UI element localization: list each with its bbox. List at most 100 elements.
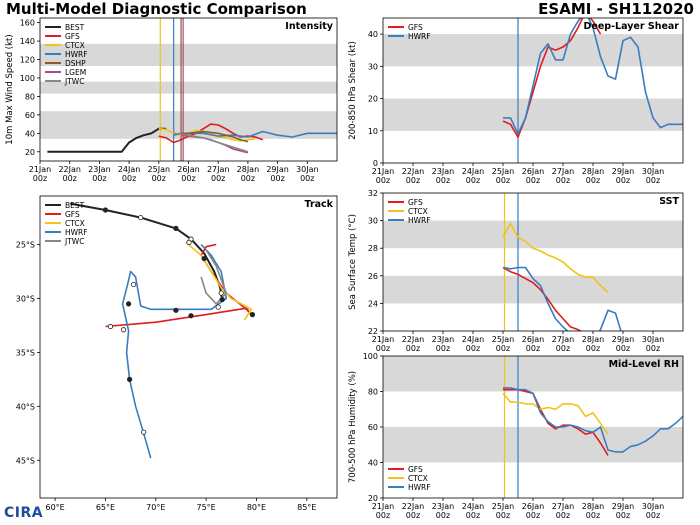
rh-ylabel: 700-500 hPa Humidity (%) <box>348 371 358 483</box>
track-position-marker-10 <box>120 327 127 333</box>
shear-ytick-label: 0 <box>373 159 378 168</box>
track-position-marker-0 <box>102 207 109 213</box>
track-position-marker-1 <box>138 214 144 221</box>
intensity-xtick-hour: 00z <box>300 174 314 183</box>
intensity-series-dshp <box>181 130 249 143</box>
intensity-xtick-date: 21Jan <box>29 165 52 174</box>
rh-xtick-date: 21Jan <box>372 502 395 511</box>
track-legend-label-hwrf: HWRF <box>65 228 88 237</box>
rh-ytick-label: 80 <box>368 388 378 397</box>
rh-xtick-hour: 00z <box>646 511 660 520</box>
intensity-plot-area <box>40 18 337 161</box>
sst-xtick-date: 29Jan <box>612 335 635 344</box>
shear-legend-label-gfs: GFS <box>408 23 423 32</box>
rh-series-hwrf <box>503 387 683 453</box>
shear-plot-area <box>383 18 683 163</box>
sst-frame <box>382 192 684 332</box>
sst-ytick-label: 32 <box>368 189 378 198</box>
sst-xtick-date: 22Jan <box>402 335 425 344</box>
intensity-title: Intensity <box>285 21 333 32</box>
rh-xtick-date: 28Jan <box>582 502 605 511</box>
shear-xtick-date: 30Jan <box>642 167 665 176</box>
track-series-hwrf <box>121 243 228 459</box>
track-ytick-label: 25°S <box>16 241 35 250</box>
rh-xtick-date: 25Jan <box>492 502 515 511</box>
shear-xtick-hour: 00z <box>406 176 420 185</box>
track-position-marker-4 <box>186 239 192 245</box>
sst-legend-label-gfs: GFS <box>408 198 423 207</box>
intensity-xtick-hour: 00z <box>92 174 106 183</box>
shear-ytick-label: 40 <box>368 30 378 39</box>
rh-xtick-date: 24Jan <box>462 502 485 511</box>
sst-plot-area <box>383 193 683 331</box>
sst-ytick-label: 26 <box>368 272 378 281</box>
shear-xtick-hour: 00z <box>526 176 540 185</box>
track-position-marker-9 <box>131 281 137 288</box>
sst-xtick-hour: 00z <box>586 344 600 353</box>
sst-xtick-hour: 00z <box>436 344 450 353</box>
track-xtick-label: 80°E <box>247 503 266 512</box>
sst-title: SST <box>659 196 679 207</box>
rh-xtick-hour: 00z <box>466 511 480 520</box>
rh-ytick-label: 60 <box>368 423 378 432</box>
track-position-marker-15 <box>107 323 114 330</box>
shear-legend-label-hwrf: HWRF <box>408 32 431 41</box>
rh-xtick-date: 22Jan <box>402 502 425 511</box>
track-xtick-label: 70°E <box>146 503 165 512</box>
shear-ytick-label: 30 <box>368 62 378 71</box>
intensity-legend-label-hwrf: HWRF <box>65 50 88 59</box>
sst-xtick-hour: 00z <box>496 344 510 353</box>
shear-ytick-label: 10 <box>368 127 378 136</box>
sst-xtick-hour: 00z <box>556 344 570 353</box>
sst-xtick-date: 28Jan <box>582 335 605 344</box>
track-legend-label-ctcx: CTCX <box>65 219 85 228</box>
rh-legend-label-gfs: GFS <box>408 465 423 474</box>
intensity-xtick-hour: 00z <box>33 174 47 183</box>
track-position-marker-5 <box>201 255 207 262</box>
sst-xtick-hour: 00z <box>406 344 420 353</box>
track-frame <box>39 195 338 499</box>
intensity-legend-label-jtwc: JTWC <box>64 77 84 86</box>
rh-series-ctcx <box>502 392 609 435</box>
intensity-xtick-date: 22Jan <box>58 165 81 174</box>
rh-legend-label-hwrf: HWRF <box>408 483 431 492</box>
intensity-legend-label-lgem: LGEM <box>65 68 86 77</box>
rh-xtick-hour: 00z <box>436 511 450 520</box>
intensity-xtick-hour: 00z <box>270 174 284 183</box>
intensity-ytick-label: 140 <box>20 37 35 46</box>
rh-plot-area <box>383 356 683 498</box>
sst-ytick-label: 28 <box>368 244 378 253</box>
sst-series-ctcx <box>502 222 609 293</box>
intensity-legend-label-ctcx: CTCX <box>65 41 85 50</box>
intensity-ytick-label: 20 <box>25 148 35 157</box>
track-ytick-label: 40°S <box>16 402 35 411</box>
track-position-marker-13 <box>173 307 179 313</box>
intensity-ytick-label: 160 <box>20 19 35 28</box>
track-position-marker-8 <box>125 301 132 307</box>
track-position-marker-6 <box>219 296 225 303</box>
rh-xtick-date: 30Jan <box>642 502 665 511</box>
sst-ytick-label: 30 <box>368 217 378 226</box>
shear-xtick-hour: 00z <box>646 176 660 185</box>
sst-legend-label-hwrf: HWRF <box>408 216 431 225</box>
shear-ytick-label: 20 <box>368 95 378 104</box>
intensity-band-0 <box>40 111 337 139</box>
sst-ylabel: Sea Surface Temp (°C) <box>348 214 358 310</box>
shear-xtick-hour: 00z <box>556 176 570 185</box>
intensity-ytick-label: 80 <box>25 92 35 101</box>
page-title: Multi-Model Diagnostic Comparison <box>6 0 307 18</box>
rh-ytick-label: 40 <box>368 459 378 468</box>
intensity-xtick-date: 25Jan <box>148 165 171 174</box>
intensity-legend-label-best: BEST <box>65 23 85 32</box>
intensity-xtick-hour: 00z <box>241 174 255 183</box>
shear-xtick-date: 23Jan <box>432 167 455 176</box>
rh-xtick-hour: 00z <box>526 511 540 520</box>
track-position-marker-7 <box>218 290 224 296</box>
shear-title: Deep-Layer Shear <box>584 21 680 32</box>
cira-logo: CIRA <box>4 505 44 521</box>
sst-xtick-date: 23Jan <box>432 335 455 344</box>
shear-xtick-hour: 00z <box>616 176 630 185</box>
